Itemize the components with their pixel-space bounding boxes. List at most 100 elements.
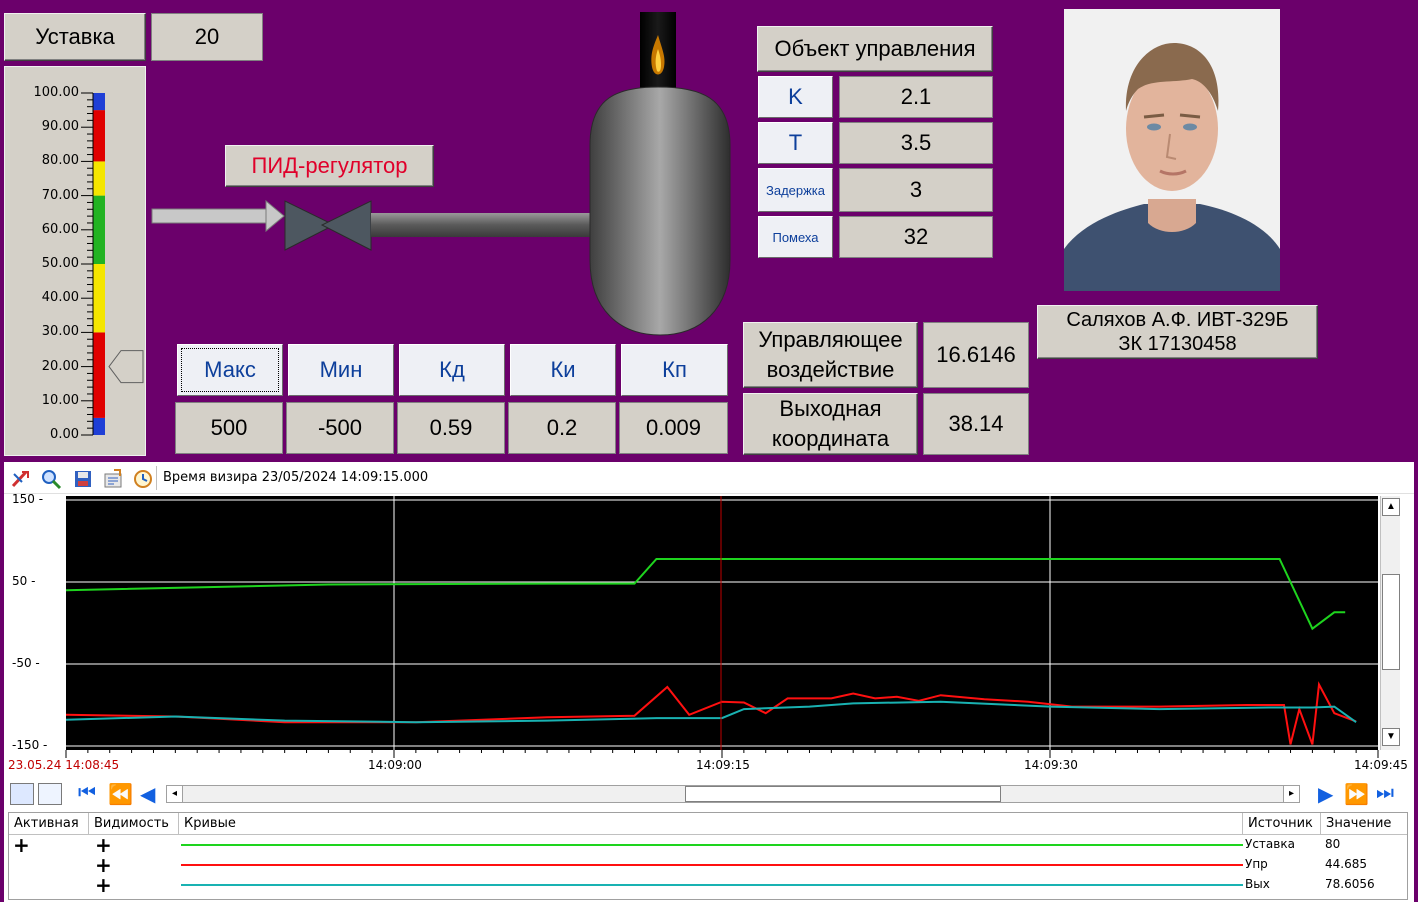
valve-icon — [284, 200, 372, 251]
zoom-icon[interactable] — [40, 468, 62, 490]
output-label: Выходная координата — [743, 393, 918, 455]
param-k-value[interactable]: 2.1 — [839, 76, 993, 118]
pid-value-3[interactable]: 0.2 — [508, 402, 616, 454]
x-axis-ticks — [65, 750, 1379, 758]
go-start-icon[interactable]: ⏮ — [78, 782, 96, 804]
gauge-segment — [93, 93, 105, 111]
save-icon[interactable] — [72, 468, 94, 490]
gauge-tick-label: 80.00 — [41, 153, 79, 169]
x-tick-label: 14:09:15 — [696, 758, 750, 772]
step-forward-icon[interactable]: ▶ — [1318, 784, 1334, 806]
legend-row[interactable]: + + Уставка 80 — [9, 833, 1407, 857]
pid-value-2[interactable]: 0.59 — [397, 402, 505, 454]
gauge-tick-label: 60.00 — [41, 221, 79, 237]
legend-value: 78.6056 — [1325, 877, 1375, 891]
pid-controller-label: ПИД-регулятор — [225, 145, 434, 187]
horizontal-scroll-thumb[interactable] — [685, 786, 1001, 802]
step-back-icon[interactable]: ◀ — [140, 784, 156, 806]
horizontal-scrollbar[interactable]: ◂ ▸ — [166, 785, 1300, 803]
pid-label-3[interactable]: Ки — [510, 344, 616, 396]
student-name: Саляхов А.Ф. ИВТ-329Б — [1066, 309, 1289, 331]
trend-plot[interactable] — [66, 496, 1378, 750]
y-tick-label: -150 - — [12, 738, 48, 752]
gauge-segment — [93, 195, 105, 264]
gauge-tick-label: 70.00 — [41, 187, 79, 203]
setpoint-label: Уставка — [4, 13, 146, 61]
cursor-time: Время визира 23/05/2024 14:09:15.000 — [156, 466, 1406, 490]
pid-value-1[interactable]: -500 — [286, 402, 394, 454]
param-noise-value[interactable]: 32 — [839, 216, 993, 258]
param-delay-label[interactable]: Задержка — [758, 168, 833, 212]
vertical-scroll-thumb[interactable] — [1382, 574, 1400, 670]
legend-toggle-icon[interactable] — [10, 783, 34, 805]
process-diagram — [151, 12, 731, 336]
trend-navigation: ⏮ ⏪ ◀ ◂ ▸ ▶ ⏩ ⏭ — [4, 780, 1414, 808]
x-start-label: 23.05.24 14:08:45 — [8, 758, 120, 772]
param-delay-value[interactable]: 3 — [839, 168, 993, 212]
header-value[interactable]: Значение — [1326, 816, 1392, 831]
pid-label-2[interactable]: Кд — [399, 344, 505, 396]
clock-icon[interactable] — [132, 468, 154, 490]
gauge-scale — [81, 92, 144, 436]
gauge-segment — [93, 332, 105, 418]
cursor-icon[interactable] — [10, 468, 32, 490]
param-k-label[interactable]: K — [758, 76, 833, 118]
gauge-tick-label: 40.00 — [41, 290, 79, 306]
gauge-tick-label: 10.00 — [41, 392, 79, 408]
pipe — [371, 213, 591, 237]
export-icon[interactable] — [102, 468, 124, 490]
vertical-scrollbar[interactable]: ▲ ▼ — [1380, 496, 1400, 750]
legend-visible-marker[interactable]: + — [95, 853, 112, 877]
scroll-down-icon[interactable]: ▼ — [1382, 728, 1400, 746]
gauge-tick-label: 0.00 — [50, 427, 79, 442]
y-tick-label: -50 - — [12, 656, 40, 670]
param-t-value[interactable]: 3.5 — [839, 122, 993, 164]
trend-viewer: Время визира 23/05/2024 14:09:15.000 150… — [4, 462, 1414, 902]
columns-toggle-icon[interactable] — [38, 783, 62, 805]
setpoint-value[interactable]: 20 — [151, 13, 263, 61]
pid-label-0[interactable]: Макс — [177, 344, 283, 396]
student-info: Саляхов А.Ф. ИВТ-329Б ЗК 17130458 — [1037, 305, 1318, 359]
fast-forward-icon[interactable]: ⏩ — [1344, 784, 1369, 806]
legend-source: Уставка — [1245, 837, 1295, 851]
tank — [589, 86, 731, 336]
gauge-pointer-icon[interactable] — [108, 350, 144, 384]
legend-value: 44.685 — [1325, 857, 1367, 871]
pid-value-0[interactable]: 500 — [175, 402, 283, 454]
legend-row[interactable]: + Упр 44.685 — [9, 853, 1407, 877]
pid-label-1[interactable]: Мин — [288, 344, 394, 396]
fast-back-icon[interactable]: ⏪ — [108, 784, 133, 806]
y-tick-label: 150 - — [12, 492, 44, 506]
scroll-left-icon[interactable]: ◂ — [167, 786, 183, 802]
gauge-tick-label: 50.00 — [41, 256, 79, 271]
gauge-segment — [93, 417, 105, 435]
pid-value-4[interactable]: 0.009 — [619, 402, 728, 454]
plot-grid — [66, 496, 1378, 750]
legend-visible-marker[interactable]: + — [95, 833, 112, 857]
output-value: 38.14 — [923, 393, 1029, 455]
x-tick-label: 14:09:30 — [1024, 758, 1078, 772]
series-setpoint-line — [66, 558, 1346, 631]
scroll-right-icon[interactable]: ▸ — [1283, 786, 1299, 802]
x-tick-label: 14:09:00 — [368, 758, 422, 772]
gauge-segment — [93, 264, 105, 333]
legend-value: 80 — [1325, 837, 1341, 851]
legend-row[interactable]: + Вых 78.6056 — [9, 873, 1407, 897]
pid-label-4[interactable]: Кп — [621, 344, 728, 396]
go-end-icon[interactable]: ⏭ — [1376, 782, 1394, 804]
legend-curve-line — [181, 884, 1243, 886]
legend-visible-marker[interactable]: + — [95, 873, 112, 897]
header-curves[interactable]: Кривые — [179, 813, 1243, 835]
scroll-up-icon[interactable]: ▲ — [1382, 498, 1400, 516]
header-active[interactable]: Активная — [9, 813, 89, 835]
param-noise-label[interactable]: Помеха — [758, 216, 833, 258]
header-source[interactable]: Источник — [1243, 813, 1321, 835]
y-tick-label: 50 - — [12, 574, 36, 588]
gauge-segment — [93, 161, 105, 196]
x-tick-label: 14:09:45 — [1354, 758, 1408, 772]
header-visible[interactable]: Видимость — [89, 813, 179, 835]
param-t-label[interactable]: T — [758, 122, 833, 164]
legend-active-marker[interactable]: + — [13, 833, 30, 857]
gauge-tick-label: 90.00 — [41, 119, 79, 135]
legend-header: Активная Видимость Кривые Источник Значе… — [9, 813, 1407, 835]
